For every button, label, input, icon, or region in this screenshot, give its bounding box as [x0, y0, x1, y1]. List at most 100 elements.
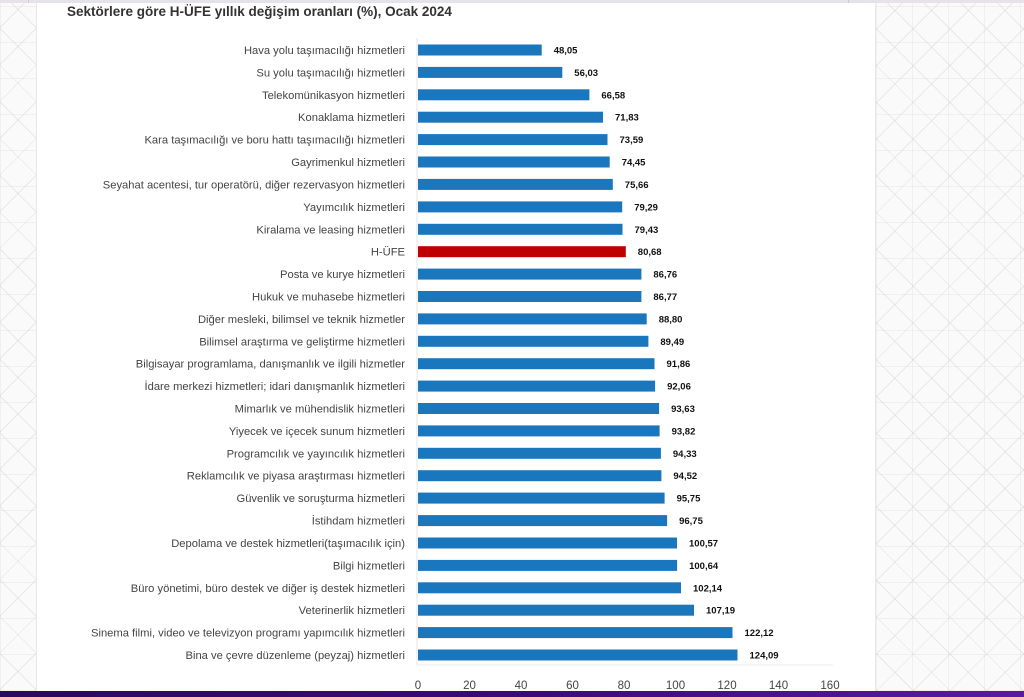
category-label: Veterinerlik hizmetleri: [299, 605, 405, 617]
category-label: Yiyecek ve içecek sunum hizmetleri: [229, 426, 405, 438]
category-label: Bina ve çevre düzenleme (peyzaj) hizmetl…: [186, 650, 406, 662]
category-label: Bilimsel araştırma ve geliştirme hizmetl…: [199, 336, 405, 348]
value-label: 74,45: [622, 158, 646, 169]
bar: [418, 470, 662, 482]
bar: [418, 223, 623, 235]
x-tick-label: 80: [618, 680, 631, 692]
value-label: 100,57: [689, 539, 718, 550]
value-label: 96,75: [679, 516, 703, 527]
bar: [418, 89, 590, 101]
value-label: 48,05: [554, 46, 578, 57]
value-label: 93,82: [672, 426, 696, 437]
category-label: İstihdam hizmetleri: [312, 515, 405, 528]
category-label: Mimarlık ve mühendislik hizmetleri: [235, 404, 405, 416]
bar: [418, 403, 660, 414]
category-label: Seyahat acentesi, tur operatörü, diğer r…: [103, 179, 405, 191]
x-tick-label: 120: [717, 680, 736, 692]
category-label: Su yolu taşımacılığı hizmetleri: [256, 67, 405, 79]
category-label: Diğer mesleki, bilimsel ve teknik hizmet…: [198, 314, 405, 326]
category-label: Güvenlik ve soruşturma hizmetleri: [237, 493, 406, 505]
top-bar: [0, 0, 1024, 3]
background-pattern-left: [0, 3, 36, 691]
bar: [418, 44, 542, 56]
category-label: Depolama ve destek hizmetleri(taşımacılı…: [171, 538, 405, 550]
category-label: H-ÜFE: [371, 247, 405, 259]
value-label: 94,33: [673, 449, 697, 460]
category-labels: Hava yolu taşımacılığı hizmetleri Su yolu…: [91, 45, 405, 662]
value-label: 75,66: [625, 180, 649, 191]
x-tick-label: 0: [415, 680, 421, 692]
value-label: 95,75: [677, 494, 701, 505]
bar: [418, 492, 665, 504]
category-label: Programcılık ve yayıncılık hizmetleri: [227, 448, 405, 460]
bar: [418, 537, 677, 549]
axis-layer: [416, 38, 833, 666]
x-tick-label: 100: [666, 680, 685, 692]
bar: [418, 313, 647, 325]
category-label: Kiralama ve leasing hizmetleri: [256, 224, 405, 236]
bar-highlight: [418, 246, 626, 258]
value-label: 80,68: [638, 247, 662, 258]
bar: [418, 66, 563, 78]
value-label: 71,83: [615, 113, 639, 124]
category-label: Sinema filmi, video ve televizyon progra…: [91, 628, 405, 640]
category-label: Bilgi hizmetleri: [333, 560, 405, 572]
value-label: 100,64: [689, 561, 719, 572]
value-label: 88,80: [659, 314, 683, 325]
value-label: 124,09: [750, 651, 779, 662]
bar: [418, 582, 681, 594]
value-label: 107,19: [706, 606, 735, 617]
value-label: 56,03: [574, 68, 598, 79]
chart-title: Sektörlere göre H-ÜFE yıllık değişim ora…: [67, 4, 452, 19]
category-label: Gayrimenkul hizmetleri: [291, 157, 405, 169]
top-bar-divider: [848, 0, 849, 3]
bottom-bar: [0, 691, 1024, 697]
bar: [418, 134, 608, 146]
category-label: Büro yönetimi, büro destek ve diğer iş d…: [131, 583, 405, 595]
category-label: Kara taşımacılığı ve boru hattı taşımacı…: [144, 135, 405, 147]
bar: [418, 268, 642, 280]
bar: [418, 649, 738, 661]
category-label: Bilgisayar programlama, danışmanlık ve i…: [136, 359, 405, 371]
category-label: Reklamcılık ve piyasa araştırması hizmet…: [187, 471, 405, 483]
value-label: 102,14: [693, 583, 723, 594]
value-label: 79,29: [634, 202, 658, 213]
category-label: Yayımcılık hizmetleri: [303, 202, 405, 214]
category-label: Hava yolu taşımacılığı hizmetleri: [244, 45, 405, 57]
value-label: 93,63: [671, 404, 695, 415]
category-label: Telekomünikasyon hizmetleri: [262, 90, 405, 102]
x-tick-label: 60: [566, 680, 579, 692]
value-label: 122,12: [745, 628, 774, 639]
bar: [418, 111, 603, 123]
value-label: 91,86: [667, 359, 691, 370]
value-label: 66,58: [601, 90, 625, 101]
bar: [418, 335, 649, 347]
bar: [418, 358, 655, 370]
bar: [418, 425, 660, 437]
category-label: Posta ve kurye hizmetleri: [280, 269, 405, 281]
x-tick-label: 40: [515, 680, 528, 692]
value-label: 92,06: [667, 382, 691, 393]
x-tick-label: 160: [820, 680, 839, 692]
bar: [418, 178, 613, 190]
bar: [418, 380, 656, 392]
value-label: 94,52: [673, 471, 697, 482]
background-pattern-right: [876, 3, 1024, 691]
category-label: Konaklama hizmetleri: [298, 112, 405, 124]
category-label: Hukuk ve muhasebe hizmetleri: [252, 292, 405, 304]
x-tick-labels: 0 20 40 60 80 100 120 140 160: [415, 680, 840, 692]
bar: [418, 627, 733, 639]
x-tick-label: 140: [769, 680, 788, 692]
bar: [418, 604, 694, 616]
bar: [418, 515, 668, 527]
bar: [418, 291, 642, 302]
bar: [418, 447, 661, 459]
value-label: 89,49: [660, 337, 684, 348]
value-label: 79,43: [635, 225, 659, 236]
top-bar-divider: [28, 0, 29, 3]
value-label: 86,76: [653, 270, 677, 281]
bar: [418, 201, 623, 213]
bar: [418, 156, 610, 168]
bars-layer: [418, 44, 738, 661]
